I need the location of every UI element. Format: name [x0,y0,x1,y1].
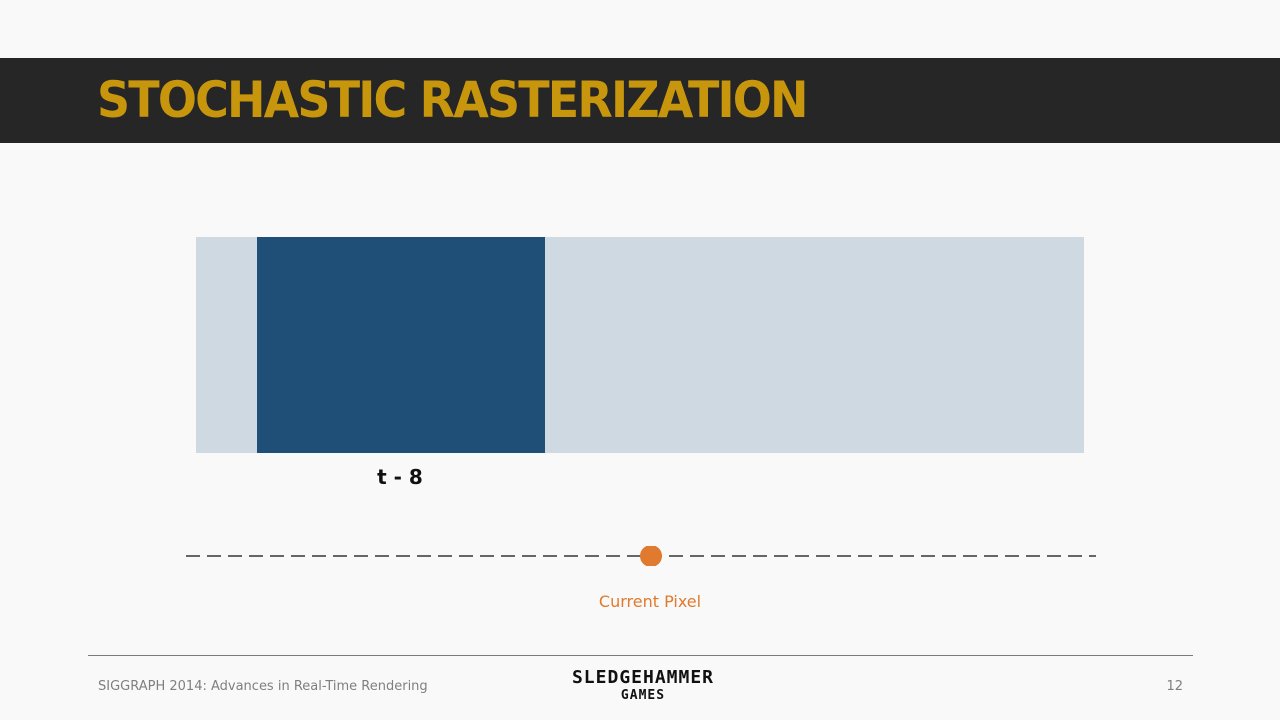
page-number: 12 [1166,679,1183,694]
title-bar [0,58,1280,143]
time-label: t - 8 [377,465,423,489]
sledgehammer-logo: SLEDGEHAMMER GAMES [553,668,733,704]
pixel-scanline [186,546,1096,566]
current-pixel-marker [640,546,662,566]
current-pixel-label: Current Pixel [598,592,702,611]
footer-divider [88,655,1193,656]
conference-label: SIGGRAPH 2014: Advances in Real-Time Ren… [98,679,428,694]
slide-title: STOCHASTIC RASTERIZATION [97,71,809,129]
logo-line-2: GAMES [620,688,666,703]
covered-block [257,237,545,453]
logo-line-1: SLEDGEHAMMER [571,667,715,688]
sample-region [196,237,1084,453]
